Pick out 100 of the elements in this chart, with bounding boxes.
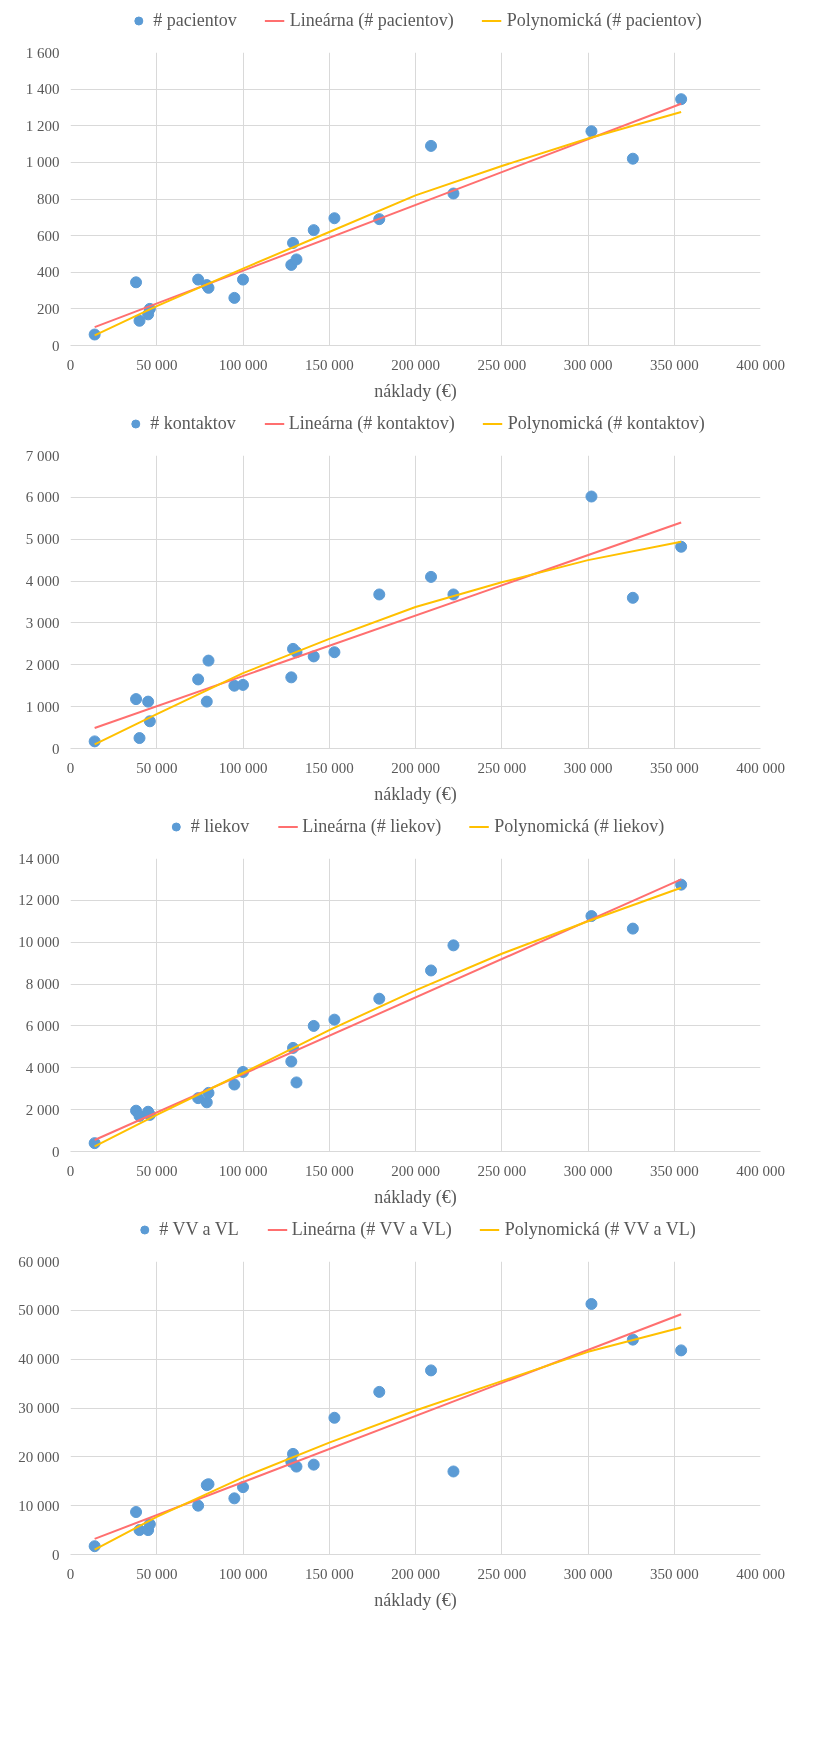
point <box>200 695 213 708</box>
x-tick-label: 250 000 <box>477 1162 527 1179</box>
point <box>373 992 386 1005</box>
x-tick-label: 100 000 <box>218 1162 268 1179</box>
x-axis-title: náklady (€) <box>374 783 457 805</box>
point <box>130 693 143 706</box>
y-tick-label: 6 000 <box>25 489 60 506</box>
legend-label: Polynomická (# VV a VL) <box>504 1218 696 1240</box>
x-tick-label: 200 000 <box>391 1565 440 1582</box>
x-tick-label: 400 000 <box>736 1162 785 1179</box>
x-tick-label: 100 000 <box>218 759 268 776</box>
point <box>307 1458 320 1471</box>
point <box>285 671 298 684</box>
legend-label: # pacientov <box>153 9 237 31</box>
point <box>675 540 688 553</box>
y-tick-label: 0 <box>52 740 60 757</box>
point <box>192 273 205 286</box>
x-tick-label: 250 000 <box>477 759 527 776</box>
point <box>307 1019 320 1032</box>
legend-label: Polynomická (# pacientov) <box>506 9 702 31</box>
point <box>200 1096 213 1109</box>
legend-label: # liekov <box>190 815 250 837</box>
y-tick-label: 12 000 <box>18 892 60 909</box>
point <box>285 1055 298 1068</box>
x-tick-label: 50 000 <box>136 1162 178 1179</box>
y-tick-label: 0 <box>52 337 60 354</box>
y-tick-label: 2 000 <box>25 656 60 673</box>
y-tick-label: 1 400 <box>25 81 60 98</box>
point <box>228 291 241 304</box>
point <box>130 276 143 289</box>
y-tick-label: 200 <box>37 300 60 317</box>
point <box>373 1385 386 1398</box>
y-tick-label: 5 000 <box>25 531 60 548</box>
x-tick-label: 0 <box>66 1162 75 1179</box>
point <box>228 1492 241 1505</box>
x-tick-label: 250 000 <box>477 356 527 373</box>
x-tick-label: 50 000 <box>136 759 178 776</box>
x-tick-label: 300 000 <box>563 759 613 776</box>
y-tick-label: 10 000 <box>18 934 60 951</box>
point <box>425 570 438 583</box>
legend-label: Polynomická (# liekov) <box>494 815 665 837</box>
y-tick-label: 50 000 <box>18 1302 60 1319</box>
y-tick-label: 4 000 <box>25 1059 60 1076</box>
y-tick-label: 4 000 <box>25 573 60 590</box>
x-tick-label: 150 000 <box>304 1162 354 1179</box>
y-tick-label: 30 000 <box>18 1400 60 1416</box>
x-tick-label: 400 000 <box>736 356 785 373</box>
y-tick-label: 800 <box>37 191 60 207</box>
y-tick-label: 6 000 <box>25 1017 60 1034</box>
point <box>202 654 215 667</box>
y-tick-label: 1 200 <box>25 117 60 134</box>
x-tick-label: 350 000 <box>649 759 699 776</box>
point <box>626 591 639 604</box>
x-axis-title: náklady (€) <box>374 380 457 402</box>
x-tick-label: 300 000 <box>563 1162 613 1179</box>
point <box>585 1298 598 1310</box>
x-tick-label: 300 000 <box>563 1565 613 1582</box>
x-tick-label: 150 000 <box>304 1565 354 1582</box>
x-tick-label: 350 000 <box>649 356 699 373</box>
legend-label: # VV a VL <box>159 1218 239 1240</box>
point <box>142 695 155 708</box>
point <box>675 93 688 106</box>
x-tick-label: 350 000 <box>649 1162 699 1179</box>
point <box>447 1465 460 1478</box>
point <box>626 152 639 165</box>
point <box>133 732 146 745</box>
x-axis-title: náklady (€) <box>374 1589 457 1611</box>
legend-label: Lineárna (# pacientov) <box>289 9 454 31</box>
x-tick-label: 400 000 <box>736 759 785 776</box>
x-tick-label: 350 000 <box>649 1565 699 1582</box>
point <box>425 964 438 977</box>
point <box>130 1506 143 1518</box>
point <box>192 1499 205 1512</box>
point <box>626 922 639 935</box>
point <box>425 1364 438 1377</box>
point <box>328 212 341 225</box>
y-tick-label: 400 <box>37 264 60 281</box>
x-tick-label: 400 000 <box>736 1565 785 1582</box>
point <box>675 1344 688 1357</box>
legend-label: Lineárna (# liekov) <box>302 815 442 837</box>
point <box>585 125 598 138</box>
point <box>237 273 249 286</box>
y-tick-label: 7 000 <box>25 447 60 464</box>
x-tick-label: 0 <box>66 759 75 776</box>
x-tick-label: 200 000 <box>391 1162 440 1179</box>
y-tick-label: 60 000 <box>18 1253 60 1270</box>
x-tick-label: 100 000 <box>218 1565 268 1582</box>
legend-label: Polynomická (# kontaktov) <box>507 412 705 434</box>
x-axis-title: náklady (€) <box>374 1186 457 1208</box>
point <box>447 939 460 952</box>
y-tick-label: 1 000 <box>25 698 60 715</box>
y-tick-label: 3 000 <box>25 614 60 631</box>
point <box>328 646 341 659</box>
y-tick-label: 600 <box>37 227 60 244</box>
y-tick-label: 0 <box>52 1546 60 1563</box>
point <box>290 253 303 266</box>
point <box>237 678 249 691</box>
point <box>307 224 320 237</box>
point <box>228 1078 241 1091</box>
y-tick-label: 8 000 <box>25 976 60 993</box>
